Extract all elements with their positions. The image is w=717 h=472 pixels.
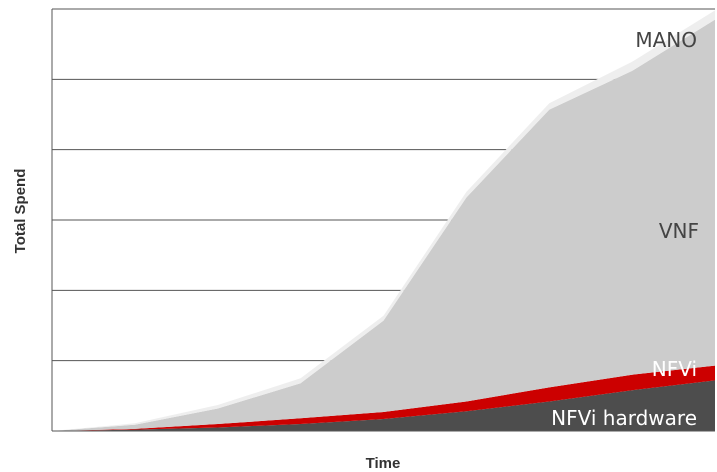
series-labels: MANO VNF NFVi NFVi hardware bbox=[551, 28, 699, 430]
area-vnf bbox=[52, 19, 715, 431]
area-nfvi bbox=[52, 365, 715, 431]
series-label-mano: MANO bbox=[635, 28, 697, 52]
x-axis-title: Time bbox=[366, 455, 401, 472]
plot-frame bbox=[51, 9, 715, 432]
series-label-nfvi-hardware: NFVi hardware bbox=[551, 406, 697, 430]
stacked-areas bbox=[52, 10, 715, 432]
series-label-vnf: VNF bbox=[659, 219, 699, 243]
y-axis-title: Total Spend bbox=[12, 169, 29, 254]
area-mano bbox=[52, 10, 715, 432]
series-label-nfvi: NFVi bbox=[652, 357, 697, 381]
grid-lines bbox=[52, 8, 715, 432]
area-nfvi-hardware bbox=[52, 380, 715, 431]
